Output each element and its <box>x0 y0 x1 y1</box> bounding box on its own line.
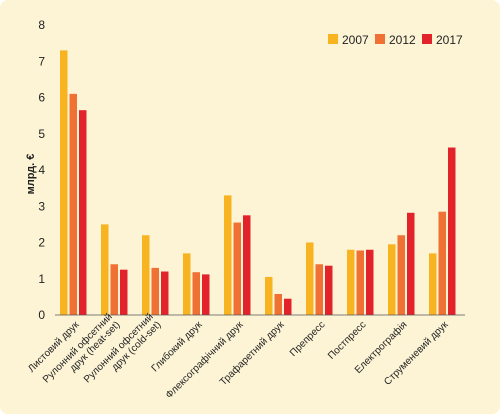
bar-2007 <box>101 224 109 315</box>
y-tick-label: 6 <box>38 91 45 105</box>
bar-2012 <box>69 93 77 315</box>
bar-2012 <box>233 222 241 315</box>
bar-2017 <box>202 274 210 315</box>
bar-2007 <box>60 50 68 315</box>
bar-2012 <box>274 293 282 315</box>
bar-2007 <box>183 253 191 315</box>
bar-2017 <box>407 212 415 315</box>
bar-2007 <box>265 276 273 315</box>
bar-2017 <box>79 110 87 315</box>
bar-2012 <box>151 267 159 315</box>
bar-2007 <box>429 253 437 315</box>
bar-2017 <box>366 249 374 315</box>
bar-2007 <box>388 244 396 315</box>
bar-2007 <box>142 235 150 315</box>
bar-2007 <box>224 195 232 315</box>
bar-2017 <box>243 215 251 315</box>
y-tick-label: 5 <box>38 127 45 141</box>
y-tick-label: 2 <box>38 236 45 250</box>
legend-label-2007: 2007 <box>342 33 369 47</box>
bar-2012 <box>192 272 200 315</box>
bar-2012 <box>356 250 364 315</box>
bar-2012 <box>397 235 405 315</box>
legend-swatch-2012 <box>375 34 385 44</box>
legend-swatch-2017 <box>422 34 432 44</box>
bar-2017 <box>325 265 333 315</box>
bar-2017 <box>120 269 128 315</box>
y-tick-label: 1 <box>38 272 45 286</box>
bar-2012 <box>315 264 323 315</box>
bar-2017 <box>284 298 292 315</box>
y-axis-label: млрд. € <box>25 154 37 195</box>
y-tick-label: 4 <box>38 163 45 177</box>
bar-2017 <box>448 147 456 315</box>
bar-2007 <box>306 242 314 315</box>
y-axis: 0 1 2 3 4 5 6 7 8 <box>38 18 45 322</box>
y-tick-label: 3 <box>38 199 45 213</box>
bars <box>60 50 456 315</box>
legend-label-2012: 2012 <box>389 33 416 47</box>
bar-2017 <box>161 271 169 315</box>
legend: 2007 2012 2017 <box>328 33 463 47</box>
y-tick-label: 0 <box>38 308 45 322</box>
y-tick-label: 8 <box>38 18 45 32</box>
y-tick-label: 7 <box>38 54 45 68</box>
bar-2012 <box>438 211 446 315</box>
legend-label-2017: 2017 <box>436 33 463 47</box>
bar-2007 <box>347 249 355 315</box>
bar-2012 <box>110 264 118 315</box>
legend-swatch-2007 <box>328 34 338 44</box>
